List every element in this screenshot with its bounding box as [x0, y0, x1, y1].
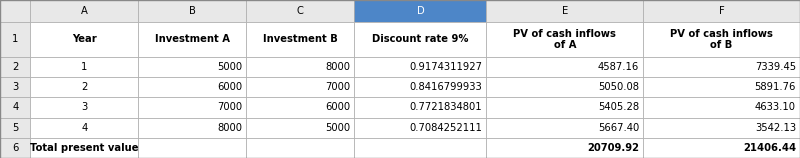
Bar: [138, 0, 246, 22]
Bar: [30, 77, 138, 97]
Bar: [138, 57, 246, 77]
Bar: [354, 77, 486, 97]
Bar: [138, 118, 246, 138]
Text: 0.8416799933: 0.8416799933: [410, 82, 482, 92]
Text: 3542.13: 3542.13: [755, 123, 796, 133]
Bar: [486, 22, 643, 57]
Bar: [643, 138, 800, 158]
Bar: [30, 22, 138, 57]
Bar: [30, 0, 138, 22]
Bar: [643, 0, 800, 22]
Bar: [0, 118, 30, 138]
Bar: [486, 97, 643, 118]
Text: F: F: [718, 6, 725, 16]
Bar: [0, 57, 30, 77]
Text: 5050.08: 5050.08: [598, 82, 639, 92]
Bar: [354, 57, 486, 77]
Bar: [0, 97, 30, 118]
Text: 5667.40: 5667.40: [598, 123, 639, 133]
Text: A: A: [81, 6, 88, 16]
Text: 3: 3: [12, 82, 18, 92]
Text: Investment B: Investment B: [263, 34, 338, 45]
Bar: [486, 77, 643, 97]
Text: D: D: [417, 6, 424, 16]
Text: Investment A: Investment A: [155, 34, 230, 45]
Text: 2: 2: [82, 82, 87, 92]
Text: 8000: 8000: [218, 123, 242, 133]
Bar: [0, 138, 30, 158]
Bar: [30, 138, 138, 158]
Text: C: C: [297, 6, 304, 16]
Text: 4587.16: 4587.16: [598, 62, 639, 72]
Bar: [0, 77, 30, 97]
Text: 1: 1: [12, 34, 18, 45]
Text: 5000: 5000: [326, 123, 350, 133]
Bar: [0, 0, 30, 22]
Bar: [246, 97, 354, 118]
Text: Total present value: Total present value: [30, 143, 138, 153]
Bar: [486, 0, 643, 22]
Bar: [643, 22, 800, 57]
Text: 6000: 6000: [326, 102, 350, 112]
Text: 6000: 6000: [218, 82, 242, 92]
Text: 0.9174311927: 0.9174311927: [410, 62, 482, 72]
Text: 20709.92: 20709.92: [587, 143, 639, 153]
Text: Year: Year: [72, 34, 97, 45]
Bar: [354, 97, 486, 118]
Bar: [138, 138, 246, 158]
Bar: [486, 118, 643, 138]
Bar: [138, 22, 246, 57]
Bar: [643, 57, 800, 77]
Bar: [643, 77, 800, 97]
Text: 4633.10: 4633.10: [755, 102, 796, 112]
Text: 0.7084252111: 0.7084252111: [410, 123, 482, 133]
Bar: [0, 22, 30, 57]
Text: 4: 4: [82, 123, 87, 133]
Text: 5: 5: [12, 123, 18, 133]
Bar: [354, 0, 486, 22]
Bar: [138, 77, 246, 97]
Bar: [246, 77, 354, 97]
Bar: [30, 57, 138, 77]
Text: 5000: 5000: [218, 62, 242, 72]
Text: 5405.28: 5405.28: [598, 102, 639, 112]
Text: 2: 2: [12, 62, 18, 72]
Text: Discount rate 9%: Discount rate 9%: [372, 34, 469, 45]
Text: 4: 4: [12, 102, 18, 112]
Bar: [246, 0, 354, 22]
Text: 21406.44: 21406.44: [743, 143, 796, 153]
Bar: [643, 118, 800, 138]
Text: 7000: 7000: [218, 102, 242, 112]
Text: E: E: [562, 6, 568, 16]
Bar: [138, 97, 246, 118]
Text: 5891.76: 5891.76: [754, 82, 796, 92]
Text: 7000: 7000: [326, 82, 350, 92]
Text: B: B: [189, 6, 196, 16]
Text: PV of cash inflows
of B: PV of cash inflows of B: [670, 29, 773, 50]
Text: 0.7721834801: 0.7721834801: [410, 102, 482, 112]
Text: 6: 6: [12, 143, 18, 153]
Bar: [246, 57, 354, 77]
Bar: [246, 138, 354, 158]
Text: PV of cash inflows
of A: PV of cash inflows of A: [514, 29, 616, 50]
Text: 8000: 8000: [326, 62, 350, 72]
Bar: [486, 138, 643, 158]
Bar: [246, 22, 354, 57]
Bar: [30, 97, 138, 118]
Bar: [354, 138, 486, 158]
Text: 1: 1: [82, 62, 87, 72]
Bar: [30, 118, 138, 138]
Text: 7339.45: 7339.45: [755, 62, 796, 72]
Bar: [246, 118, 354, 138]
Text: 3: 3: [82, 102, 87, 112]
Bar: [354, 118, 486, 138]
Bar: [486, 57, 643, 77]
Bar: [643, 97, 800, 118]
Bar: [354, 22, 486, 57]
